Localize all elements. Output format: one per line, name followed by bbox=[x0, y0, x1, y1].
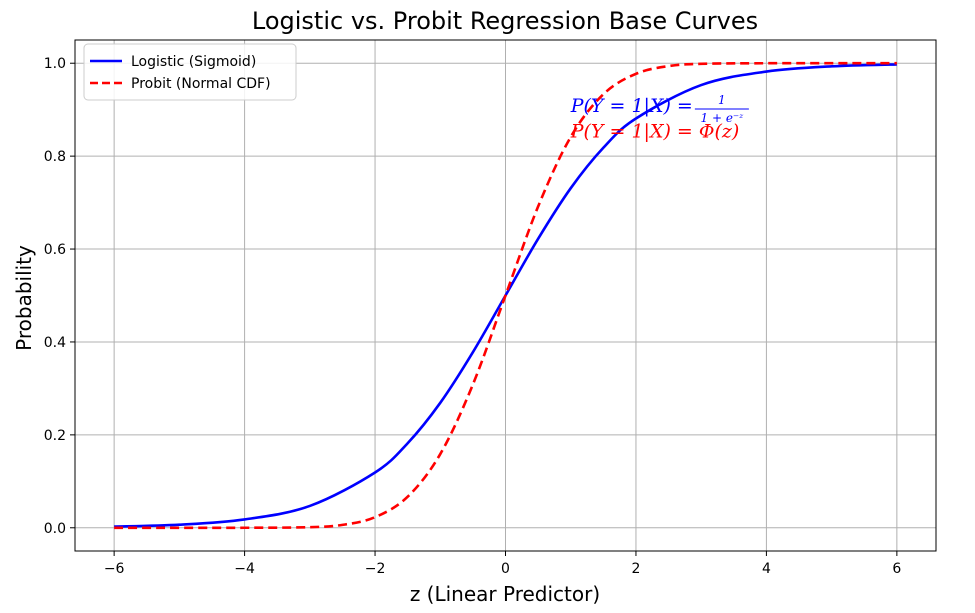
axis-ticks: −6 −4 −2 0 2 4 6 0.0 0.2 0.4 0.6 0.8 1.0 bbox=[44, 56, 902, 577]
x-axis-label: z (Linear Predictor) bbox=[410, 582, 600, 606]
probit-formula: P(Y = 1|X) = Φ(z) bbox=[570, 121, 740, 143]
y-tick-label: 1.0 bbox=[44, 56, 66, 72]
logistic-formula-denominator: 1 + e⁻ᶻ bbox=[701, 111, 745, 125]
grid-lines bbox=[75, 40, 936, 551]
x-tick-label: −2 bbox=[365, 561, 386, 577]
plot-frame bbox=[74, 39, 937, 552]
y-tick-label: 0.6 bbox=[44, 242, 66, 258]
legend: Logistic (Sigmoid) Probit (Normal CDF) bbox=[83, 43, 297, 101]
x-tick-label: 6 bbox=[892, 561, 901, 577]
series-lines bbox=[114, 61, 897, 530]
y-axis-label: Probability bbox=[12, 245, 36, 351]
chart-title: Logistic vs. Probit Regression Base Curv… bbox=[252, 7, 758, 35]
y-tick-label: 0.4 bbox=[44, 335, 66, 351]
legend-label-probit: Probit (Normal CDF) bbox=[131, 76, 271, 92]
logistic-formula: P(Y = 1|X) = bbox=[570, 95, 693, 117]
formula-annotations: P(Y = 1|X) = 1 1 + e⁻ᶻP(Y = 1|X) = Φ(z) bbox=[570, 93, 749, 143]
y-tick-label: 0.0 bbox=[44, 521, 66, 537]
legend-label-logistic: Logistic (Sigmoid) bbox=[131, 54, 256, 70]
series-line-probit bbox=[114, 61, 897, 530]
x-tick-label: −6 bbox=[104, 561, 125, 577]
y-tick-label: 0.8 bbox=[44, 149, 66, 165]
y-tick-label: 0.2 bbox=[44, 428, 66, 444]
x-tick-label: 4 bbox=[762, 561, 771, 577]
x-tick-label: 0 bbox=[501, 561, 510, 577]
logistic-formula-numerator: 1 bbox=[718, 93, 726, 107]
x-tick-label: 2 bbox=[631, 561, 640, 577]
x-tick-label: −4 bbox=[234, 561, 255, 577]
legend-box bbox=[83, 43, 297, 101]
